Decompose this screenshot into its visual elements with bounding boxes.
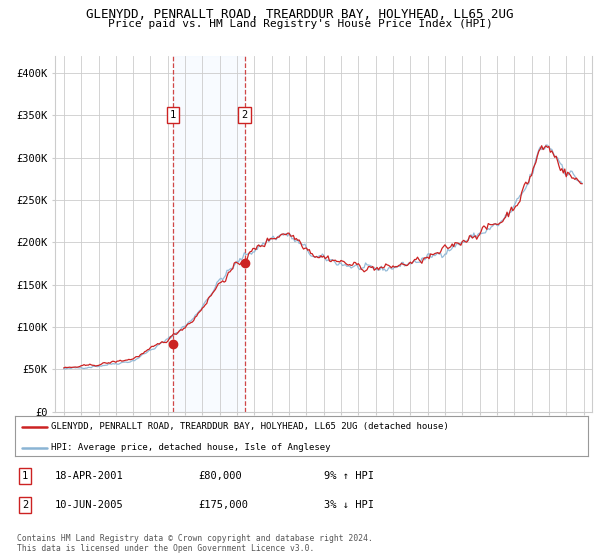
Text: £175,000: £175,000 — [199, 500, 248, 510]
Text: GLENYDD, PENRALLT ROAD, TREARDDUR BAY, HOLYHEAD, LL65 2UG: GLENYDD, PENRALLT ROAD, TREARDDUR BAY, H… — [86, 8, 514, 21]
Text: HPI: Average price, detached house, Isle of Anglesey: HPI: Average price, detached house, Isle… — [50, 443, 330, 452]
Text: Price paid vs. HM Land Registry's House Price Index (HPI): Price paid vs. HM Land Registry's House … — [107, 19, 493, 29]
Text: £80,000: £80,000 — [199, 471, 242, 481]
Text: 9% ↑ HPI: 9% ↑ HPI — [325, 471, 374, 481]
Text: Contains HM Land Registry data © Crown copyright and database right 2024.
This d: Contains HM Land Registry data © Crown c… — [17, 534, 373, 553]
Text: 1: 1 — [170, 110, 176, 120]
Text: 2: 2 — [22, 500, 28, 510]
Text: GLENYDD, PENRALLT ROAD, TREARDDUR BAY, HOLYHEAD, LL65 2UG (detached house): GLENYDD, PENRALLT ROAD, TREARDDUR BAY, H… — [50, 422, 448, 431]
Text: 3% ↓ HPI: 3% ↓ HPI — [325, 500, 374, 510]
Bar — [173, 56, 245, 412]
Text: 18-APR-2001: 18-APR-2001 — [55, 471, 124, 481]
Text: 10-JUN-2005: 10-JUN-2005 — [55, 500, 124, 510]
Text: 2: 2 — [242, 110, 248, 120]
Text: 1: 1 — [22, 471, 28, 481]
